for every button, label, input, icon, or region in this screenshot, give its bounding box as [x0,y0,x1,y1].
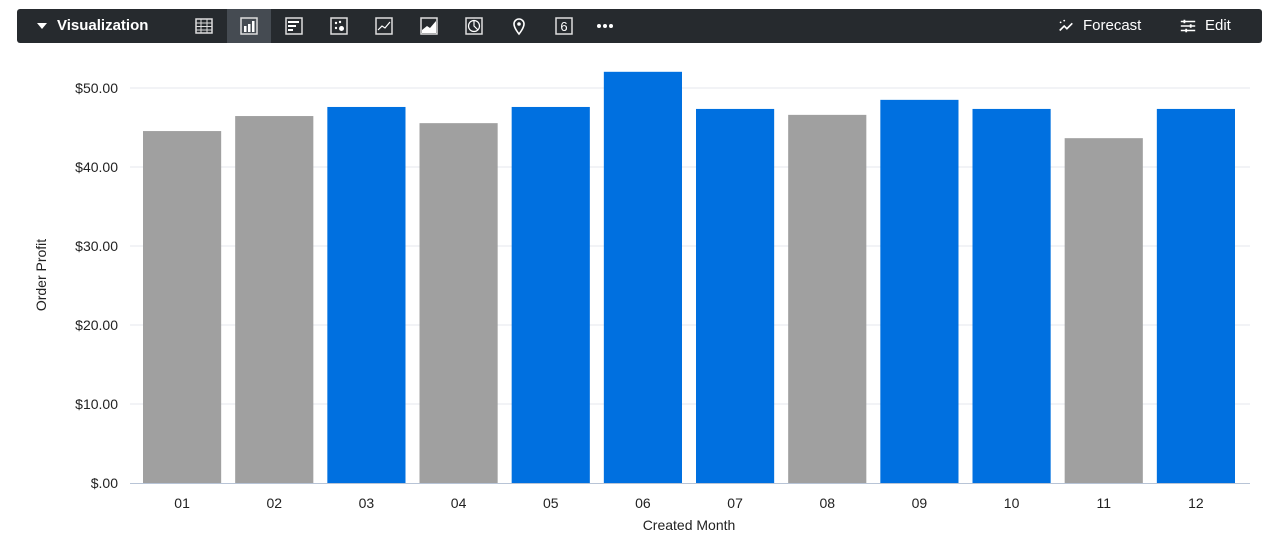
line-chart-icon[interactable] [362,9,406,43]
edit-label: Edit [1205,17,1231,34]
x-tick-label: 11 [1096,495,1111,511]
more-icon[interactable] [583,9,627,43]
bar-02[interactable] [235,116,314,484]
x-tick-label: 01 [174,495,190,511]
bar-04[interactable] [419,123,498,483]
bar-03[interactable] [327,106,406,484]
forecast-button[interactable]: Forecast [1057,9,1141,43]
toolbar-title: Visualization [57,17,149,34]
x-tick-label: 12 [1188,495,1204,511]
scatter-icon[interactable] [317,9,361,43]
x-tick-label: 07 [727,495,743,511]
x-axis-label: Created Month [643,517,736,533]
bar-12[interactable] [1156,108,1235,483]
bar-chart-icon[interactable] [272,9,316,43]
bar-09[interactable] [880,99,959,483]
map-pin-icon[interactable] [497,9,541,43]
x-tick-label: 08 [819,495,835,511]
forecast-icon [1059,19,1073,32]
bar-07[interactable] [696,108,775,483]
single-value-icon[interactable]: 6 [542,9,586,43]
y-tick-label: $10.00 [75,396,118,412]
x-tick-label: 05 [543,495,559,511]
y-axis-label: Order Profit [33,239,49,311]
area-chart-icon[interactable] [407,9,451,43]
bar-06[interactable] [603,71,682,484]
y-tick-label: $50.00 [75,80,118,96]
x-tick-label: 03 [359,495,375,511]
visualization-toolbar: Visualization 6 Forecast Edit [17,9,1262,43]
x-tick-label: 02 [266,495,282,511]
table-icon[interactable] [182,9,226,43]
x-tick-label: 06 [635,495,651,511]
edit-button[interactable]: Edit [1179,9,1231,43]
x-tick-label: 04 [451,495,467,511]
single-value-glyph: 6 [560,19,567,34]
column-chart-icon[interactable] [227,9,271,43]
visualization-toggle[interactable]: Visualization [37,9,148,43]
bar-10[interactable] [972,108,1051,483]
bar-11[interactable] [1064,138,1143,484]
pie-chart-icon[interactable] [452,9,496,43]
x-tick-label: 10 [1004,495,1020,511]
bar-08[interactable] [788,114,867,484]
tune-icon [1180,19,1196,33]
y-tick-label: $40.00 [75,159,118,175]
y-tick-label: $.00 [91,475,118,491]
bar-05[interactable] [511,106,590,484]
y-tick-label: $30.00 [75,238,118,254]
x-tick-label: 09 [912,495,928,511]
forecast-label: Forecast [1083,17,1142,34]
bar-01[interactable] [143,131,222,483]
y-tick-label: $20.00 [75,317,118,333]
caret-down-icon [37,23,47,30]
